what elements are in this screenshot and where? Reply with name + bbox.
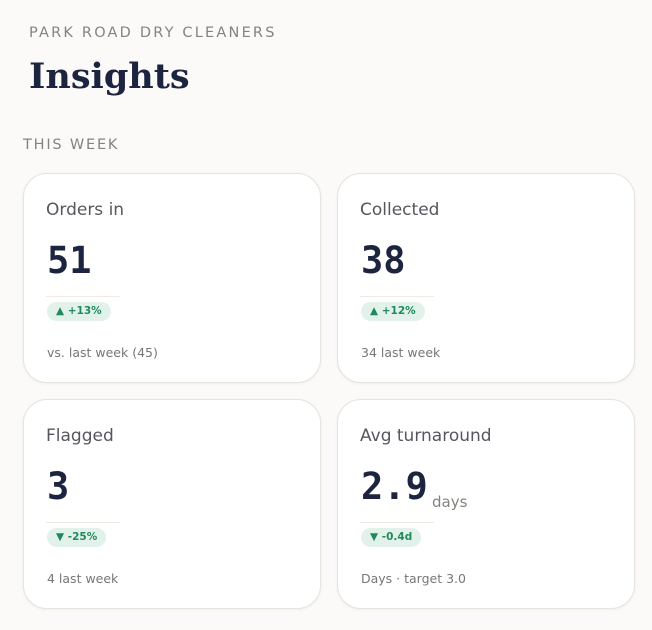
change-badge: ▼ -0.4d <box>361 528 422 547</box>
change-badge: ▲ +13% <box>47 302 111 321</box>
section-label: THIS WEEK <box>23 137 120 153</box>
metric-value: 3 <box>47 465 70 508</box>
business-name: PARK ROAD DRY CLEANERS <box>29 25 277 41</box>
metric-label: Collected <box>360 200 440 220</box>
metric-value: 2.9 <box>361 465 428 508</box>
metric-label: Flagged <box>46 426 114 446</box>
change-badge: ▼ -25% <box>47 528 107 547</box>
metric-card-avg-turnaround[interactable]: Avg turnaround 2.9 days ▼ -0.4d Days · t… <box>337 399 635 609</box>
divider <box>46 522 120 523</box>
metric-card-orders-in[interactable]: Orders in 51 ▲ +13% vs. last week (45) <box>23 173 321 383</box>
change-badge: ▲ +12% <box>361 302 425 321</box>
metric-footnote: 4 last week <box>47 571 119 586</box>
metric-card-flagged[interactable]: Flagged 3 ▼ -25% 4 last week <box>23 399 321 609</box>
metric-card-collected[interactable]: Collected 38 ▲ +12% 34 last week <box>337 173 635 383</box>
metric-footnote: Days · target 3.0 <box>361 571 466 586</box>
metric-label: Avg turnaround <box>360 426 492 446</box>
divider <box>360 522 434 523</box>
divider <box>360 296 434 297</box>
metric-label: Orders in <box>46 200 125 220</box>
metric-footnote: 34 last week <box>361 345 441 360</box>
metric-value: 38 <box>361 239 406 282</box>
page-title: Insights <box>29 56 190 97</box>
metric-unit: days <box>432 493 468 511</box>
metric-value: 51 <box>47 239 92 282</box>
divider <box>46 296 120 297</box>
metric-footnote: vs. last week (45) <box>47 345 158 360</box>
